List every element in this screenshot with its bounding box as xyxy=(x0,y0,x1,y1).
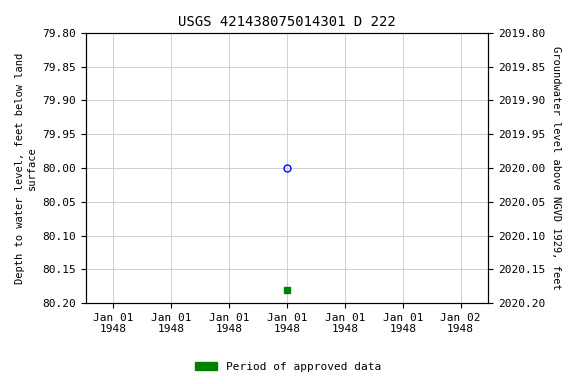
Y-axis label: Groundwater level above NGVD 1929, feet: Groundwater level above NGVD 1929, feet xyxy=(551,46,561,290)
Title: USGS 421438075014301 D 222: USGS 421438075014301 D 222 xyxy=(178,15,396,29)
Y-axis label: Depth to water level, feet below land
surface: Depth to water level, feet below land su… xyxy=(15,52,37,284)
Legend: Period of approved data: Period of approved data xyxy=(191,358,385,377)
